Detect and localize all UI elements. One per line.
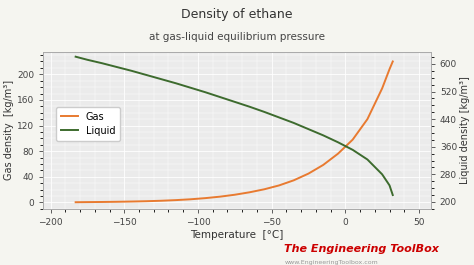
Gas bbox=[114, 200, 120, 203]
Gas bbox=[390, 60, 396, 63]
Liquid bbox=[276, 116, 282, 119]
Gas bbox=[84, 201, 90, 204]
Gas bbox=[350, 138, 356, 141]
Liquid bbox=[158, 78, 164, 81]
Gas bbox=[387, 68, 392, 71]
Text: www.EngineeringToolbox.com: www.EngineeringToolbox.com bbox=[284, 260, 378, 265]
Liquid bbox=[188, 86, 193, 89]
Liquid bbox=[173, 82, 179, 85]
Gas bbox=[100, 200, 105, 204]
Gas bbox=[217, 195, 223, 198]
Liquid bbox=[246, 105, 252, 108]
Liquid bbox=[320, 134, 326, 137]
Gas bbox=[129, 200, 135, 203]
Liquid bbox=[335, 141, 341, 144]
Liquid bbox=[306, 127, 311, 131]
Gas bbox=[73, 201, 79, 204]
Y-axis label: Gas density  [kg/m³]: Gas density [kg/m³] bbox=[4, 80, 14, 180]
Liquid bbox=[144, 73, 149, 77]
Gas bbox=[232, 193, 237, 196]
Liquid bbox=[390, 193, 396, 197]
Liquid bbox=[84, 58, 90, 61]
Legend: Gas, Liquid: Gas, Liquid bbox=[56, 107, 120, 140]
Gas bbox=[202, 197, 208, 200]
Text: at gas-liquid equilibrium pressure: at gas-liquid equilibrium pressure bbox=[149, 32, 325, 42]
Gas bbox=[365, 118, 370, 121]
Gas bbox=[262, 188, 267, 191]
Liquid bbox=[365, 158, 370, 161]
Liquid bbox=[379, 173, 385, 176]
Liquid bbox=[350, 148, 356, 151]
Liquid bbox=[114, 65, 120, 69]
Gas bbox=[158, 199, 164, 202]
Line: Gas: Gas bbox=[76, 61, 393, 202]
Gas bbox=[335, 152, 341, 155]
Liquid bbox=[217, 95, 223, 99]
Liquid bbox=[100, 62, 105, 65]
Gas bbox=[306, 172, 311, 175]
Liquid bbox=[129, 69, 135, 72]
Liquid bbox=[202, 91, 208, 94]
Liquid bbox=[387, 184, 392, 187]
Liquid bbox=[262, 110, 267, 113]
X-axis label: Temperature  [°C]: Temperature [°C] bbox=[191, 230, 283, 240]
Gas bbox=[276, 184, 282, 187]
Gas bbox=[379, 87, 385, 90]
Text: The Engineering ToolBox: The Engineering ToolBox bbox=[284, 244, 439, 254]
Text: Density of ethane: Density of ethane bbox=[181, 8, 293, 21]
Gas bbox=[188, 198, 193, 201]
Y-axis label: Liquid density [kg/m³]: Liquid density [kg/m³] bbox=[460, 76, 470, 184]
Gas bbox=[320, 163, 326, 166]
Gas bbox=[291, 179, 297, 182]
Line: Liquid: Liquid bbox=[76, 57, 393, 195]
Gas bbox=[173, 198, 179, 202]
Gas bbox=[246, 191, 252, 194]
Gas bbox=[144, 200, 149, 203]
Liquid bbox=[291, 121, 297, 125]
Liquid bbox=[73, 55, 79, 58]
Liquid bbox=[232, 100, 237, 103]
